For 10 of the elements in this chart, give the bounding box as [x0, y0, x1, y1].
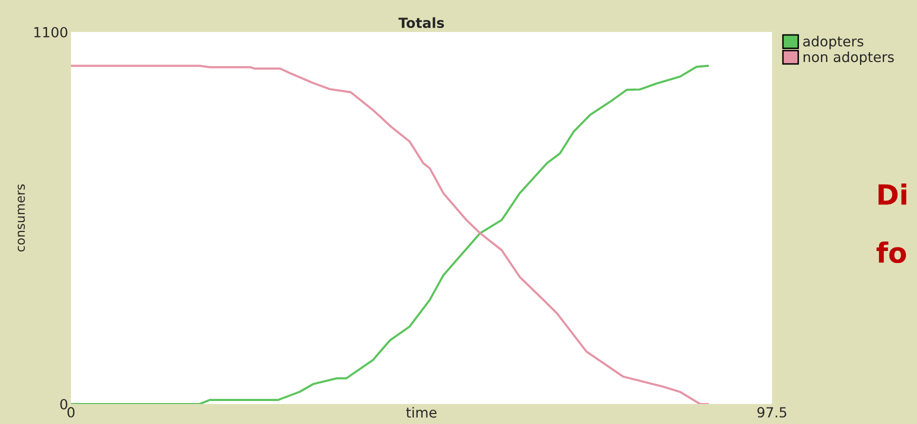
legend-label: non adopters: [804, 51, 894, 65]
x-tick-label: 97.5: [757, 407, 786, 418]
y-axis-title: consumers: [18, 184, 25, 252]
text: fo: [876, 242, 906, 264]
x-axis-title: time: [406, 406, 436, 418]
line-series: [71, 64, 710, 404]
text: Di: [878, 184, 906, 205]
chart-title: Totals: [398, 17, 444, 28]
y-tick-label: 1100: [34, 26, 68, 38]
legend-label: adopters: [803, 36, 864, 50]
